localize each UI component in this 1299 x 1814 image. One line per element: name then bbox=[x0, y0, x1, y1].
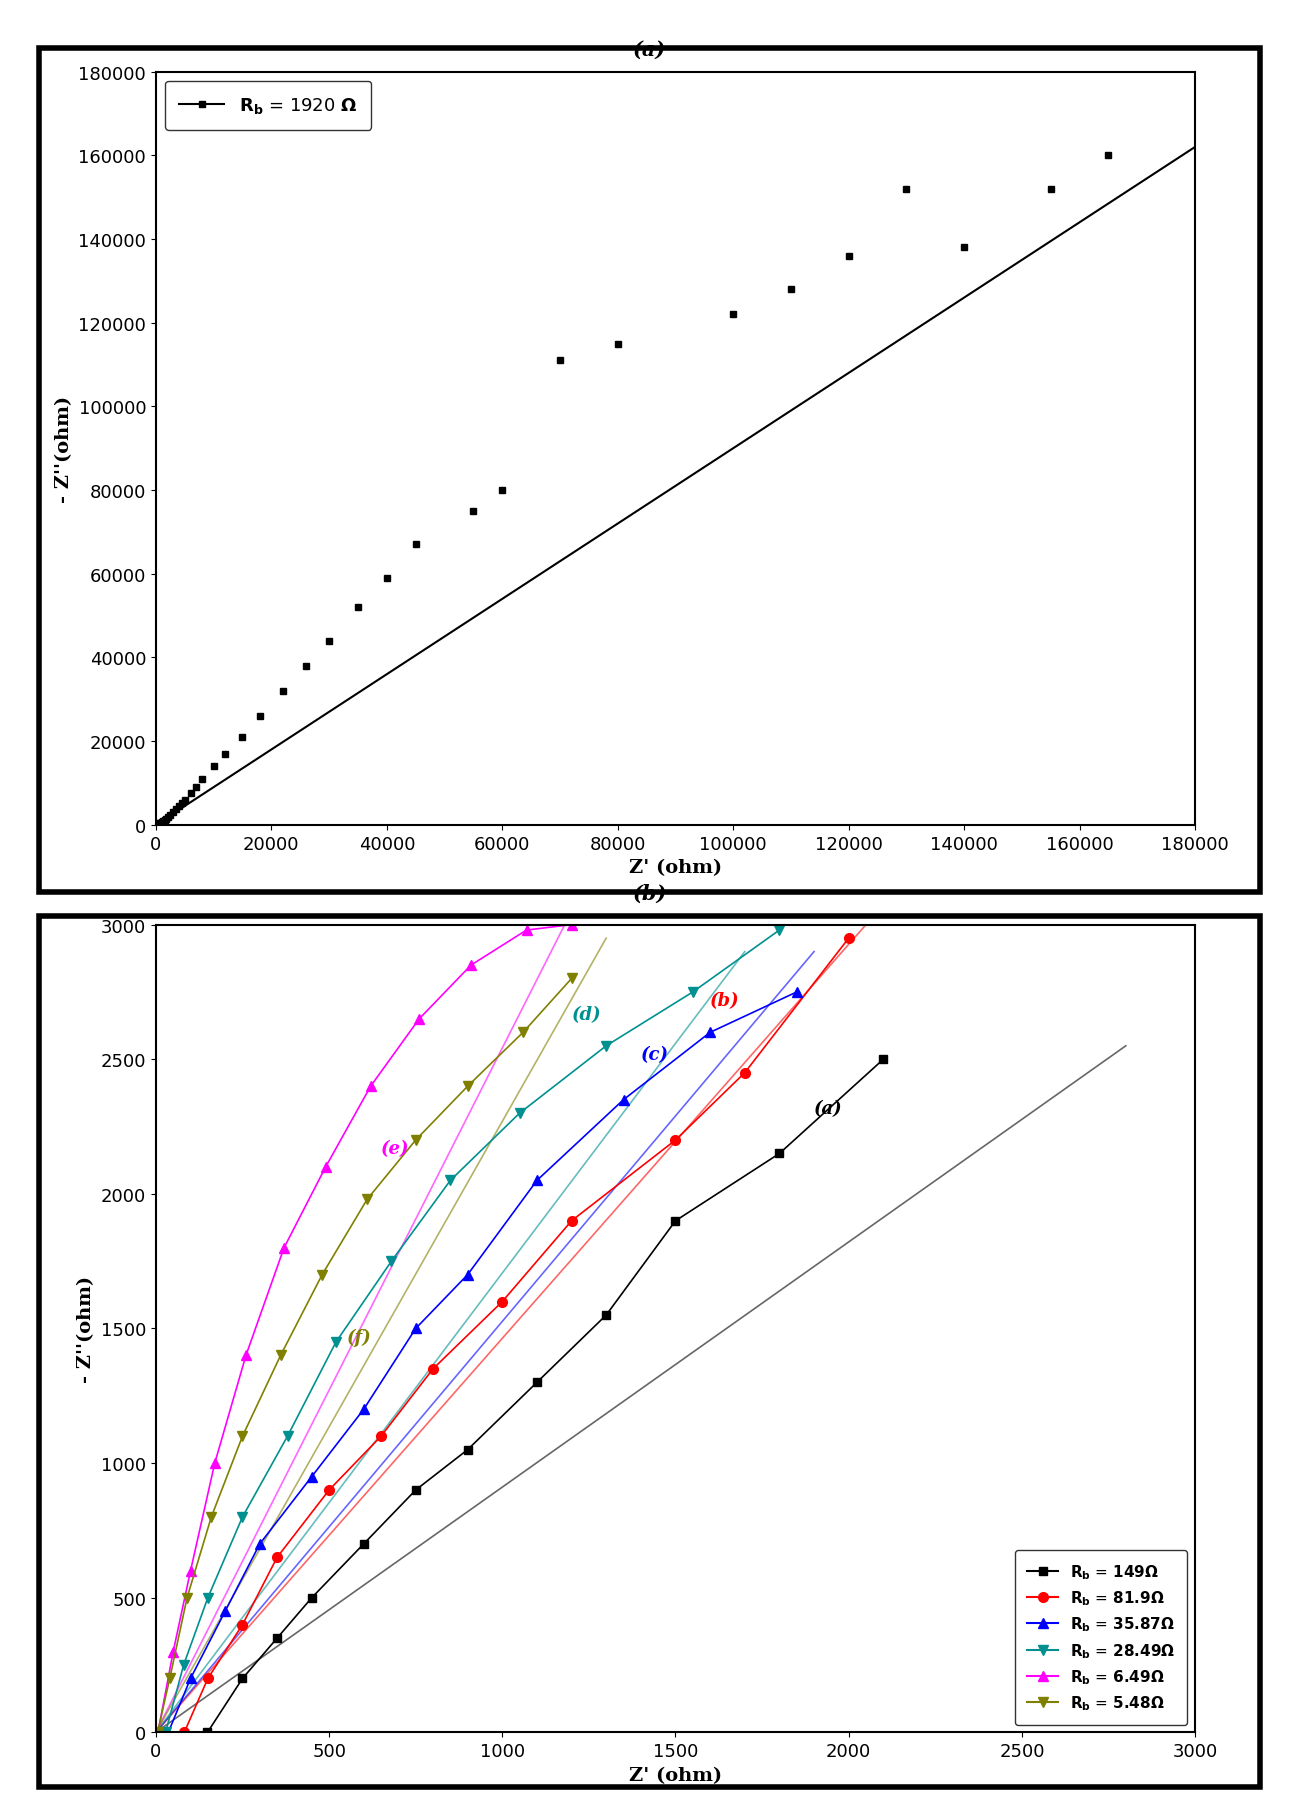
Text: (a): (a) bbox=[633, 40, 666, 60]
Legend: $\mathbf{R_b}$ = $\mathbf{149 \Omega}$, $\mathbf{R_b}$ = $\mathbf{81.9 \Omega}$,: $\mathbf{R_b}$ = $\mathbf{149 \Omega}$, … bbox=[1015, 1549, 1187, 1725]
Text: (c): (c) bbox=[640, 1045, 669, 1063]
Text: (d): (d) bbox=[572, 1005, 601, 1023]
Text: (e): (e) bbox=[381, 1139, 409, 1157]
Text: (b): (b) bbox=[633, 883, 666, 903]
Y-axis label: - Z''(ohm): - Z''(ohm) bbox=[55, 395, 73, 502]
Text: (a): (a) bbox=[814, 1099, 843, 1117]
Legend: $\mathbf{R_b}$ = 1920 $\mathbf{\Omega}$: $\mathbf{R_b}$ = 1920 $\mathbf{\Omega}$ bbox=[165, 82, 372, 131]
X-axis label: Z' (ohm): Z' (ohm) bbox=[629, 858, 722, 876]
Y-axis label: - Z''(ohm): - Z''(ohm) bbox=[77, 1275, 95, 1382]
Text: (b): (b) bbox=[711, 992, 739, 1010]
X-axis label: Z' (ohm): Z' (ohm) bbox=[629, 1765, 722, 1783]
Text: (f): (f) bbox=[347, 1328, 372, 1346]
